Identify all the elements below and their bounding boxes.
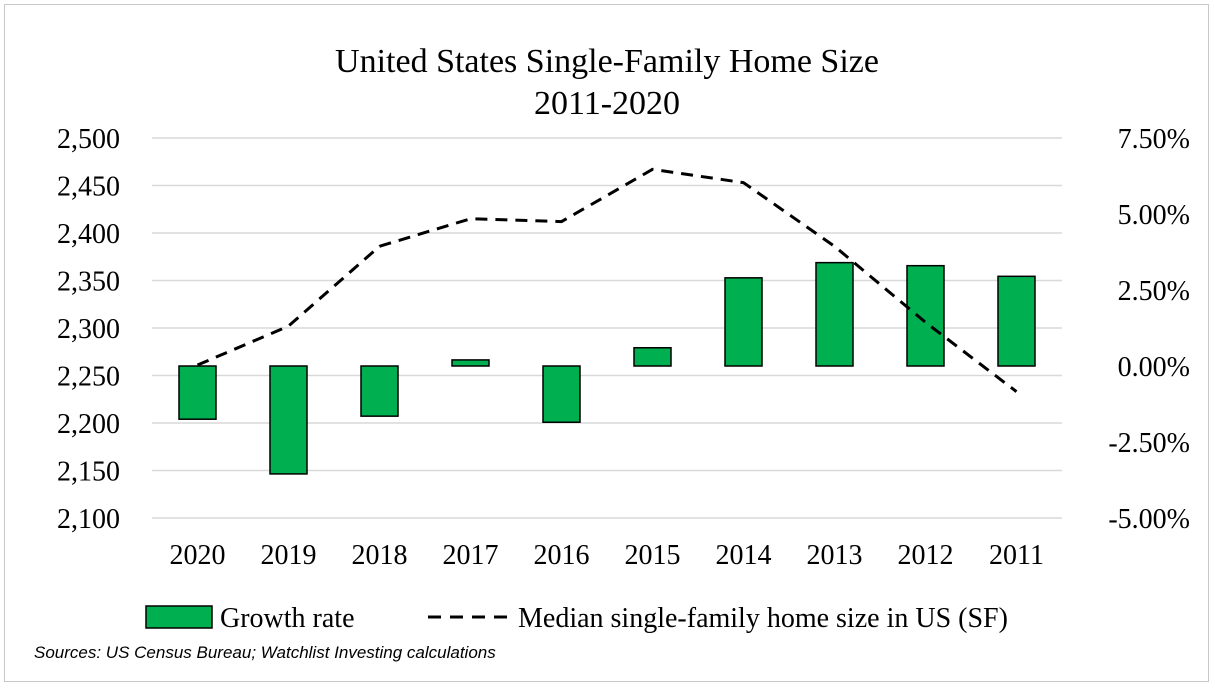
right-tick-label: 5.00% — [1118, 200, 1190, 231]
x-tick-label: 2015 — [625, 540, 681, 571]
x-tick-label: 2018 — [352, 540, 408, 571]
growth-rate-bar — [178, 365, 217, 420]
left-tick-label: 2,450 — [57, 172, 120, 203]
right-tick-label: 7.50% — [1118, 124, 1190, 155]
growth-rate-bar — [360, 365, 399, 417]
x-tick-label: 2020 — [170, 540, 226, 571]
growth-rate-bar — [633, 347, 672, 367]
left-tick-label: 2,200 — [57, 409, 120, 440]
right-tick-label: -5.00% — [1108, 504, 1190, 535]
left-tick-label: 2,300 — [57, 314, 120, 345]
source-note: Sources: US Census Bureau; Watchlist Inv… — [34, 643, 496, 662]
left-tick-label: 2,150 — [57, 457, 120, 488]
legend-bar-label: Growth rate — [220, 603, 355, 634]
chart-frame — [4, 4, 1209, 682]
legend-bar-swatch — [145, 605, 213, 629]
growth-rate-bar — [815, 261, 854, 367]
chart-title: United States Single-Family Home Size — [335, 43, 879, 80]
x-tick-label: 2014 — [716, 540, 772, 571]
right-tick-label: 0.00% — [1118, 352, 1190, 383]
right-tick-label: 2.50% — [1118, 276, 1190, 307]
left-axis-ticks: 2,500 2,450 2,400 2,350 2,300 2,250 2,200 2,150… — [57, 124, 120, 535]
x-tick-label: 2016 — [534, 540, 590, 571]
growth-rate-bar — [724, 277, 763, 367]
x-tick-label: 2017 — [443, 540, 499, 571]
left-tick-label: 2,400 — [57, 219, 120, 250]
legend: Growth rate Median single-family home si… — [145, 603, 1008, 634]
chart-subtitle: 2011-2020 — [534, 85, 680, 122]
left-tick-label: 2,350 — [57, 267, 120, 298]
left-tick-label: 2,100 — [57, 504, 120, 535]
growth-rate-bar — [997, 275, 1036, 367]
x-tick-label: 2012 — [898, 540, 954, 571]
left-tick-label: 2,250 — [57, 362, 120, 393]
x-axis-ticks: 2020 2019 2018 2017 2016 2015 2014 2013 2012 2011 — [170, 540, 1044, 571]
growth-rate-bar — [906, 264, 945, 367]
left-tick-label: 2,500 — [57, 124, 120, 155]
growth-rate-bar — [542, 365, 581, 423]
right-axis-ticks: 7.50% 5.00% 2.50% 0.00% -2.50% -5.00% — [1108, 124, 1190, 535]
growth-rate-bar — [451, 359, 490, 367]
growth-rate-bar — [269, 365, 308, 475]
growth-rate-bars — [178, 261, 1036, 475]
legend-line-label: Median single-family home size in US (SF… — [518, 603, 1008, 634]
x-tick-label: 2019 — [261, 540, 317, 571]
right-tick-label: -2.50% — [1108, 428, 1190, 459]
x-tick-label: 2013 — [807, 540, 863, 571]
x-tick-label: 2011 — [989, 540, 1044, 571]
